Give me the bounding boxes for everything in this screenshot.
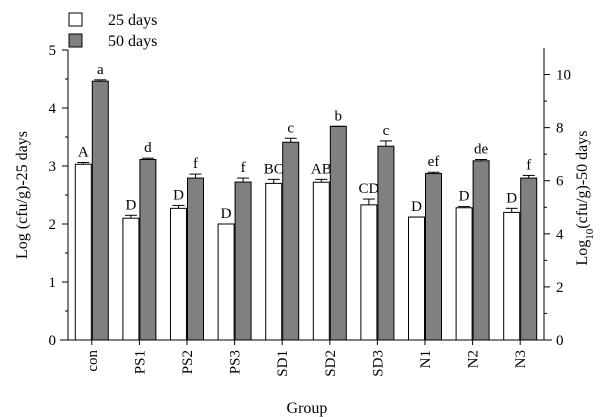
bar-50-days-SD1 — [282, 141, 300, 341]
legend-swatch-25-days — [68, 12, 83, 27]
significance-letter-50-days-PS3: f — [241, 160, 246, 176]
bar-25-days-SD1 — [265, 182, 283, 341]
significance-letter-50-days-N3: f — [526, 157, 531, 173]
y-right-tick-label: 6 — [556, 174, 564, 190]
y-left-tick-label: 1 — [49, 275, 57, 291]
y-right-tick-label: 2 — [556, 280, 564, 296]
y-right-tick-label: 0 — [556, 333, 564, 349]
significance-letter-25-days-SD2: AB — [311, 161, 332, 177]
x-tick-label-N2: N2 — [466, 350, 482, 368]
legend-label-50-days: 50 days — [108, 33, 157, 50]
significance-letter-50-days-SD2: b — [335, 108, 343, 124]
y-right-tick-label: 10 — [556, 68, 571, 84]
bar-25-days-PS1 — [122, 217, 140, 341]
bar-25-days-SD3 — [360, 204, 378, 341]
significance-letter-50-days-SD1: c — [287, 120, 294, 136]
x-tick-label-SD2: SD2 — [323, 350, 339, 377]
significance-letter-25-days-SD3: CD — [358, 181, 379, 197]
x-tick-label-PS3: PS3 — [228, 350, 244, 374]
bar-50-days-SD2 — [329, 125, 347, 341]
y-right-tick-label: 4 — [556, 227, 564, 243]
bar-50-days-SD3 — [377, 145, 395, 341]
bar-25-days-PS3 — [217, 223, 235, 341]
y-axis-left-title: Log (cfu/g)-25 days — [14, 131, 31, 259]
bar-25-days-N3 — [503, 211, 521, 341]
x-tick-label-SD1: SD1 — [275, 350, 291, 377]
legend-label-25-days: 25 days — [108, 12, 157, 29]
significance-letter-50-days-con: a — [97, 62, 104, 78]
significance-letter-50-days-PS1: d — [144, 140, 152, 156]
bar-50-days-N2 — [472, 160, 490, 341]
y-left-tick-label: 3 — [49, 159, 57, 175]
bar-25-days-SD2 — [312, 181, 330, 341]
bar-50-days-N1 — [425, 173, 442, 341]
y-left-tick-label: 4 — [49, 101, 57, 117]
significance-letter-25-days-SD1: BC — [264, 161, 284, 177]
bar-50-days-PS1 — [139, 158, 157, 341]
legend-swatch-50-days — [68, 33, 83, 48]
x-axis-title: Group — [287, 400, 328, 417]
significance-letter-25-days-PS2: D — [173, 187, 184, 203]
significance-letter-50-days-N1: ef — [428, 154, 440, 170]
x-tick-label-N1: N1 — [418, 350, 434, 368]
x-tick-label-N3: N3 — [513, 350, 529, 368]
y-right-tick-label: 8 — [556, 121, 564, 137]
significance-letter-25-days-con: A — [78, 145, 89, 161]
bar-50-days-PS3 — [234, 181, 252, 341]
x-tick-label-SD3: SD3 — [370, 350, 386, 377]
plot-area: 0 1 2 3 4 5 0 2 4 6 8 10 Aa con Dd PS1 Df PS2 Df PS3 BC c SD1 A… — [49, 43, 572, 377]
bar-25-days-N2 — [455, 207, 473, 341]
y-left-tick-label: 0 — [49, 333, 57, 349]
significance-letter-25-days-N2: D — [459, 189, 470, 205]
bar-50-days-PS2 — [187, 177, 204, 341]
y-axis-right-title-pre: Log — [574, 240, 591, 266]
significance-letter-25-days-PS1: D — [125, 197, 136, 213]
significance-letter-25-days-N3: D — [506, 190, 517, 206]
significance-letter-50-days-PS2: f — [193, 156, 198, 172]
bar-50-days-con — [91, 80, 109, 341]
significance-letter-25-days-PS3: D — [221, 206, 232, 222]
bar-25-days-PS2 — [170, 207, 187, 341]
x-tick-label-PS1: PS1 — [132, 350, 148, 374]
y-left-tick-label: 5 — [49, 43, 57, 59]
bar-50-days-N3 — [520, 177, 538, 341]
y-axis-right-title-sub: 10 — [584, 228, 596, 240]
x-tick-label-PS2: PS2 — [180, 350, 196, 374]
y-axis-right-title: Log10(cfu/g)-50 days — [574, 131, 596, 266]
significance-letter-50-days-N2: de — [474, 141, 489, 157]
significance-letter-50-days-SD3: c — [383, 123, 390, 139]
bar-25-days-con — [74, 163, 92, 341]
bar-25-days-N1 — [408, 216, 425, 341]
y-axis-right-title-post: (cfu/g)-50 days — [574, 131, 591, 229]
y-left-tick-label: 2 — [49, 217, 57, 233]
significance-letter-25-days-N1: D — [411, 199, 422, 215]
legend: 25 days 50 days — [68, 12, 157, 50]
x-tick-label-con: con — [85, 350, 101, 372]
